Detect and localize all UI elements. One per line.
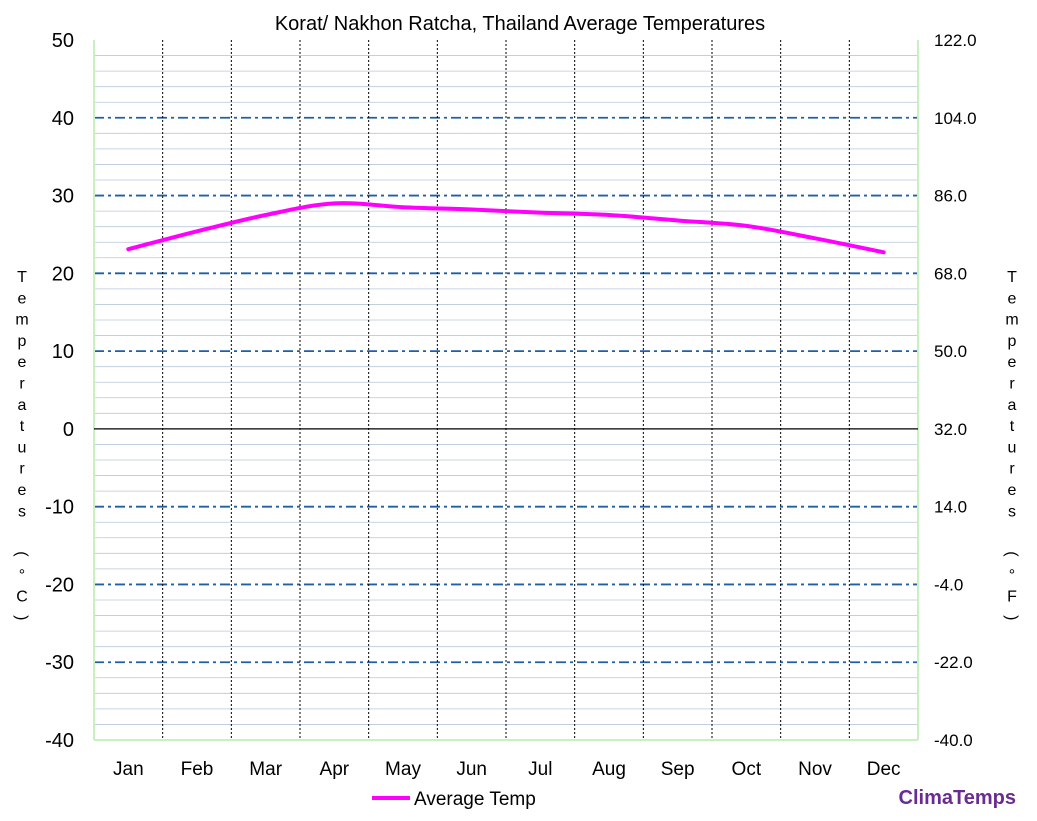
legend: Average Temp: [372, 789, 536, 810]
y2-axis-label-char: r: [1009, 461, 1015, 478]
y-axis-label-char: e: [18, 482, 27, 499]
y-axis-label-char: °: [19, 567, 25, 584]
x-tick-label: Jan: [113, 759, 144, 780]
chart-title: Korat/ Nakhon Ratcha, Thailand Average T…: [275, 13, 765, 35]
x-tick-label: Feb: [181, 759, 214, 780]
y2-tick-label: 68.0: [934, 264, 967, 283]
x-tick-label: Oct: [732, 759, 762, 780]
y2-tick-label: -4.0: [934, 575, 963, 594]
y-tick-label: -20: [45, 574, 74, 596]
y-tick-label: -40: [45, 730, 74, 752]
y-tick-label: 40: [52, 108, 74, 130]
y-axis-ticks-fahrenheit: 122.0 104.0 86.0 68.0 50.0 32.0 14.0 -4.0 -22.0 -…: [934, 31, 977, 750]
y2-tick-label: 86.0: [934, 187, 967, 206]
y-axis-label-char: (: [13, 551, 30, 557]
y2-axis-label-char: ): [1003, 615, 1020, 620]
x-tick-label: Sep: [661, 759, 695, 780]
y-tick-label: -30: [45, 652, 74, 674]
y2-axis-label-char: m: [1005, 312, 1018, 329]
y2-axis-label-char: p: [1008, 333, 1017, 350]
x-tick-label: Nov: [798, 759, 832, 780]
y-tick-label: 50: [52, 30, 74, 52]
y-tick-label: 30: [52, 186, 74, 208]
y2-axis-label-char: F: [1007, 589, 1017, 606]
y2-axis-label-char: °: [1009, 567, 1015, 584]
y-tick-label: 0: [63, 419, 74, 441]
x-tick-label: May: [385, 759, 421, 780]
x-axis-month-ticks: Jan Feb Mar Apr May Jun Jul Aug Sep Oct Nov Dec: [113, 759, 901, 780]
legend-label-average-temp: Average Temp: [414, 789, 536, 810]
y-axis-ticks-celsius: 50 40 30 20 10 0 -10 -20 -30 -40: [45, 30, 74, 752]
y-axis-label-char: e: [18, 354, 27, 371]
y-axis-label-char: m: [15, 312, 28, 329]
y2-axis-label-char: s: [1008, 503, 1016, 520]
series-average-temp: [126, 201, 886, 255]
y2-tick-label: -22.0: [934, 653, 973, 672]
y-axis-label-char: ): [13, 615, 30, 620]
y2-tick-label: 104.0: [934, 109, 977, 128]
x-tick-label: Apr: [320, 759, 350, 780]
y2-axis-label-char: e: [1008, 290, 1017, 307]
y2-axis-label-char: r: [1009, 376, 1015, 393]
x-tick-label: Jun: [456, 759, 487, 780]
y2-axis-label-char: t: [1010, 418, 1015, 435]
y2-axis-label-char: e: [1008, 354, 1017, 371]
y2-axis-label-char: u: [1008, 439, 1017, 456]
y2-axis-label-char: e: [1008, 482, 1017, 499]
x-tick-label: Mar: [249, 759, 282, 780]
y-tick-label: -10: [45, 497, 74, 519]
series-line-average-temp: [126, 201, 886, 255]
y-axis-label-fahrenheit: Temperatures(°F): [1003, 269, 1020, 620]
grid-lines: [94, 40, 918, 740]
y-axis-label-char: s: [18, 503, 26, 520]
y-tick-label: 10: [52, 341, 74, 363]
y2-tick-label: 32.0: [934, 420, 967, 439]
y-tick-label: 20: [52, 263, 74, 285]
y-axis-label-celsius: Temperatures(°C): [13, 269, 30, 620]
y-axis-label-char: u: [18, 439, 27, 456]
y-axis-label-char: T: [17, 269, 27, 286]
y2-axis-label-char: (: [1003, 551, 1020, 557]
y2-axis-label-char: T: [1007, 269, 1017, 286]
y-axis-label-char: a: [18, 397, 27, 414]
y2-tick-label: 122.0: [934, 31, 977, 50]
x-tick-label: Jul: [528, 759, 552, 780]
brand-logo: ClimaTemps: [899, 787, 1016, 809]
y-axis-label-char: e: [18, 290, 27, 307]
y2-tick-label: -40.0: [934, 731, 973, 750]
y-axis-label-char: t: [20, 418, 25, 435]
x-tick-label: Dec: [867, 759, 901, 780]
y2-tick-label: 50.0: [934, 342, 967, 361]
y-axis-label-char: r: [19, 376, 25, 393]
y-axis-label-char: C: [16, 589, 28, 606]
y2-tick-label: 14.0: [934, 498, 967, 517]
y2-axis-label-char: a: [1008, 397, 1017, 414]
axes: [93, 40, 919, 741]
x-tick-label: Aug: [592, 759, 626, 780]
y-axis-label-char: p: [18, 333, 27, 350]
y-axis-label-char: r: [19, 461, 25, 478]
